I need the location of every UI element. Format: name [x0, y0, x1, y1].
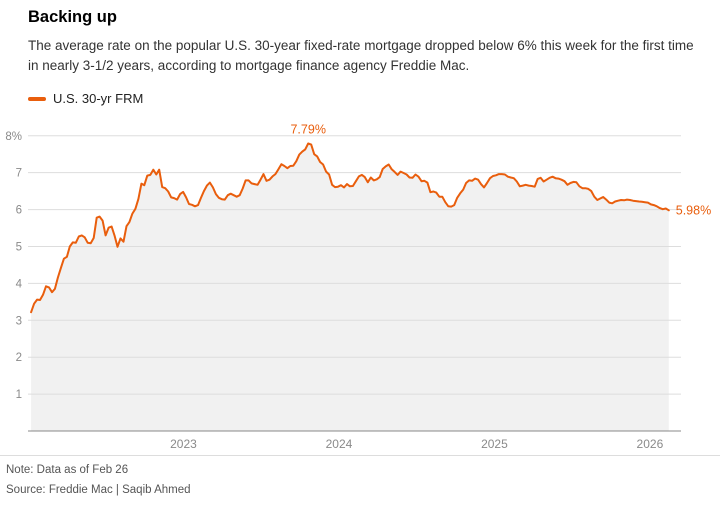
legend-label: U.S. 30-yr FRM	[53, 91, 144, 106]
footer-note: Note: Data as of Feb 26	[6, 464, 129, 476]
y-tick-label-1: 1	[16, 389, 22, 401]
y-tick-label-8: 8%	[5, 131, 22, 143]
x-tick-label-2026: 2026	[637, 437, 664, 449]
y-tick-label-2: 2	[16, 352, 22, 364]
y-tick-label-3: 3	[16, 315, 22, 327]
rate-area-fill	[31, 143, 669, 431]
y-tick-label-5: 5	[16, 241, 22, 253]
x-tick-label-2024: 2024	[326, 437, 353, 449]
chart-subtitle: The average rate on the popular U.S. 30-…	[28, 38, 694, 73]
chart-footer: Note: Data as of Feb 26 Source: Freddie …	[0, 455, 720, 496]
peak-value-annotation: 7.79%	[290, 123, 325, 137]
y-tick-label-7: 7	[16, 168, 22, 180]
y-tick-label-6: 6	[16, 205, 22, 217]
chart-legend: U.S. 30-yr FRM	[28, 91, 692, 106]
chart-title: Backing up	[28, 8, 117, 26]
legend-line-swatch	[28, 96, 46, 101]
x-tick-label-2023: 2023	[170, 437, 197, 449]
mortgage-rate-line-chart: 1 2 3 4 5 6 7 8% 2023 2024 2025 2026 7.79% 5.98%	[5, 123, 711, 449]
x-tick-label-2025: 2025	[481, 437, 508, 449]
latest-value-annotation: 5.98%	[676, 203, 711, 217]
footer-source: Source: Freddie Mac | Saqib Ahmed	[6, 484, 191, 496]
rate-line	[30, 142, 670, 314]
y-tick-label-4: 4	[16, 278, 23, 290]
